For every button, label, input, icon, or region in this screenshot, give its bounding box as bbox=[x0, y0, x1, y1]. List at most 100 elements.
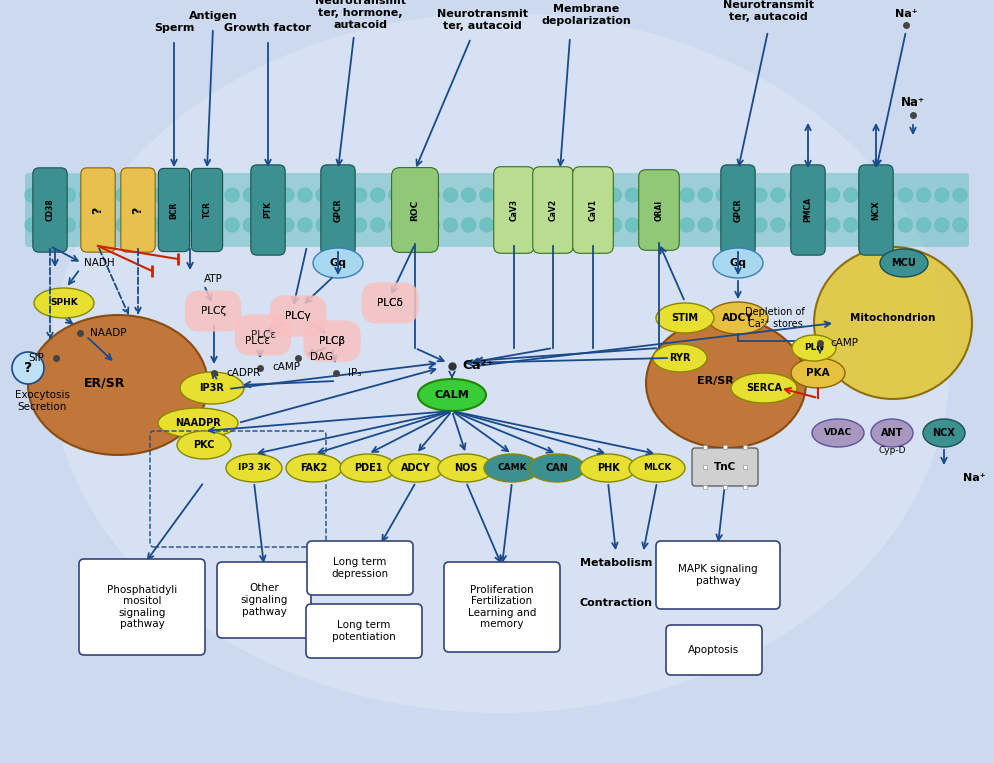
Ellipse shape bbox=[811, 419, 863, 447]
Ellipse shape bbox=[285, 454, 342, 482]
Circle shape bbox=[261, 188, 275, 202]
Ellipse shape bbox=[417, 379, 485, 411]
Ellipse shape bbox=[879, 249, 927, 277]
Circle shape bbox=[116, 188, 130, 202]
Ellipse shape bbox=[34, 288, 93, 318]
Text: ER/SR: ER/SR bbox=[84, 376, 125, 389]
Circle shape bbox=[752, 218, 766, 232]
Text: Na⁺: Na⁺ bbox=[900, 96, 924, 110]
Text: SERCA: SERCA bbox=[746, 383, 781, 393]
Text: Other
signaling
pathway: Other signaling pathway bbox=[241, 584, 287, 617]
Text: Na⁺: Na⁺ bbox=[894, 9, 916, 19]
Circle shape bbox=[734, 188, 747, 202]
Circle shape bbox=[334, 218, 348, 232]
Ellipse shape bbox=[28, 315, 208, 455]
Circle shape bbox=[152, 218, 166, 232]
Ellipse shape bbox=[437, 454, 493, 482]
Text: ADCY: ADCY bbox=[722, 313, 753, 323]
Text: Antigen: Antigen bbox=[189, 11, 238, 21]
Text: PTK: PTK bbox=[263, 201, 272, 218]
Circle shape bbox=[461, 188, 475, 202]
Circle shape bbox=[80, 218, 93, 232]
Text: Membrane
depolarization: Membrane depolarization bbox=[541, 5, 630, 26]
Circle shape bbox=[679, 188, 694, 202]
Text: CAMK: CAMK bbox=[497, 463, 526, 472]
Text: MCU: MCU bbox=[891, 258, 915, 268]
Ellipse shape bbox=[340, 454, 396, 482]
Text: VDAC: VDAC bbox=[823, 429, 851, 437]
Circle shape bbox=[752, 188, 766, 202]
Text: PLCζ: PLCζ bbox=[201, 306, 226, 316]
Circle shape bbox=[279, 218, 293, 232]
Text: ATP: ATP bbox=[204, 274, 223, 284]
FancyBboxPatch shape bbox=[191, 169, 223, 252]
Circle shape bbox=[134, 188, 148, 202]
Circle shape bbox=[443, 188, 457, 202]
Circle shape bbox=[898, 188, 911, 202]
Text: Neurotransmit
ter, autacoid: Neurotransmit ter, autacoid bbox=[722, 0, 813, 22]
Circle shape bbox=[661, 188, 675, 202]
Text: CALM: CALM bbox=[434, 390, 469, 400]
Circle shape bbox=[861, 188, 875, 202]
Text: CAN: CAN bbox=[545, 463, 568, 473]
Circle shape bbox=[788, 188, 802, 202]
Circle shape bbox=[952, 188, 966, 202]
Circle shape bbox=[261, 218, 275, 232]
Circle shape bbox=[189, 218, 203, 232]
Text: IP₃: IP₃ bbox=[348, 368, 361, 378]
Text: Apoptosis: Apoptosis bbox=[688, 645, 739, 655]
Circle shape bbox=[479, 218, 493, 232]
Circle shape bbox=[80, 188, 93, 202]
Circle shape bbox=[606, 188, 620, 202]
Text: SPHK: SPHK bbox=[50, 298, 78, 307]
Circle shape bbox=[679, 218, 694, 232]
Text: Long term
potentiation: Long term potentiation bbox=[332, 620, 396, 642]
Ellipse shape bbox=[177, 431, 231, 459]
Ellipse shape bbox=[50, 13, 949, 713]
Text: PDE1: PDE1 bbox=[354, 463, 382, 473]
Circle shape bbox=[170, 188, 184, 202]
Text: PLCγ: PLCγ bbox=[285, 311, 310, 321]
FancyBboxPatch shape bbox=[306, 604, 421, 658]
Circle shape bbox=[352, 188, 366, 202]
FancyBboxPatch shape bbox=[493, 167, 534, 253]
Circle shape bbox=[170, 218, 184, 232]
Circle shape bbox=[571, 188, 584, 202]
FancyBboxPatch shape bbox=[392, 168, 438, 253]
Text: PLCβ: PLCβ bbox=[319, 336, 345, 346]
Circle shape bbox=[825, 218, 839, 232]
Circle shape bbox=[225, 188, 239, 202]
Ellipse shape bbox=[731, 373, 796, 403]
Ellipse shape bbox=[870, 419, 912, 447]
Circle shape bbox=[661, 218, 675, 232]
Circle shape bbox=[62, 218, 76, 232]
Circle shape bbox=[534, 218, 548, 232]
Ellipse shape bbox=[12, 352, 44, 384]
Ellipse shape bbox=[226, 454, 281, 482]
Ellipse shape bbox=[180, 372, 244, 404]
Circle shape bbox=[770, 188, 784, 202]
FancyBboxPatch shape bbox=[532, 167, 573, 253]
Text: Neurotransmit
ter, autacoid: Neurotransmit ter, autacoid bbox=[436, 9, 527, 31]
Text: CD38: CD38 bbox=[46, 198, 55, 221]
Text: FAK2: FAK2 bbox=[300, 463, 327, 473]
Circle shape bbox=[788, 218, 802, 232]
Text: PMCA: PMCA bbox=[803, 198, 812, 223]
Text: Contraction: Contraction bbox=[579, 598, 652, 608]
FancyBboxPatch shape bbox=[250, 165, 285, 255]
Circle shape bbox=[25, 218, 39, 232]
Circle shape bbox=[770, 218, 784, 232]
Circle shape bbox=[244, 218, 257, 232]
Text: Proliferation
Fertilization
Learning and
memory: Proliferation Fertilization Learning and… bbox=[467, 584, 536, 629]
Text: ANT: ANT bbox=[880, 428, 903, 438]
FancyBboxPatch shape bbox=[691, 448, 757, 486]
Circle shape bbox=[225, 218, 239, 232]
Circle shape bbox=[643, 218, 657, 232]
Circle shape bbox=[880, 218, 894, 232]
Text: PLN: PLN bbox=[803, 343, 823, 353]
Circle shape bbox=[606, 218, 620, 232]
Text: RYR: RYR bbox=[669, 353, 690, 363]
Text: PLCε: PLCε bbox=[246, 336, 270, 346]
Ellipse shape bbox=[388, 454, 443, 482]
Circle shape bbox=[952, 218, 966, 232]
